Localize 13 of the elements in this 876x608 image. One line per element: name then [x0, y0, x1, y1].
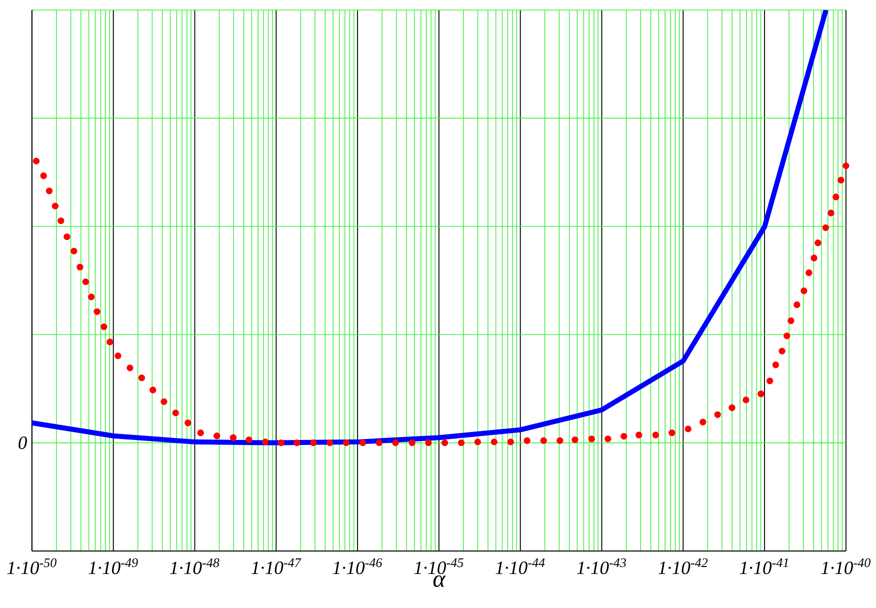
x-axis-title: α — [433, 575, 446, 587]
x-tick-label: 1·10$^{-50}$ — [7, 558, 56, 574]
x-tick-label: 1·10$^{-44}$ — [496, 558, 545, 574]
x-tick-label: 1·10$^{-41}$ — [740, 558, 788, 574]
x-tick-label: 1·10$^{-42}$ — [658, 558, 708, 574]
x-tick-label: 1·10$^{-40}$ — [821, 558, 871, 574]
text: 0 — [18, 436, 27, 450]
x-tick-label: 1·10$^{-48}$ — [170, 558, 220, 574]
x-tick-label: 1·10$^{-46}$ — [332, 558, 382, 574]
x-tick-label: 1·10$^{-47}$ — [251, 558, 302, 574]
x-tick-label: 1·10$^{-45}$ — [414, 558, 464, 574]
x-tick-label: 1·10$^{-43}$ — [577, 558, 626, 574]
x-tick-label: 1·10$^{-49}$ — [88, 558, 138, 574]
